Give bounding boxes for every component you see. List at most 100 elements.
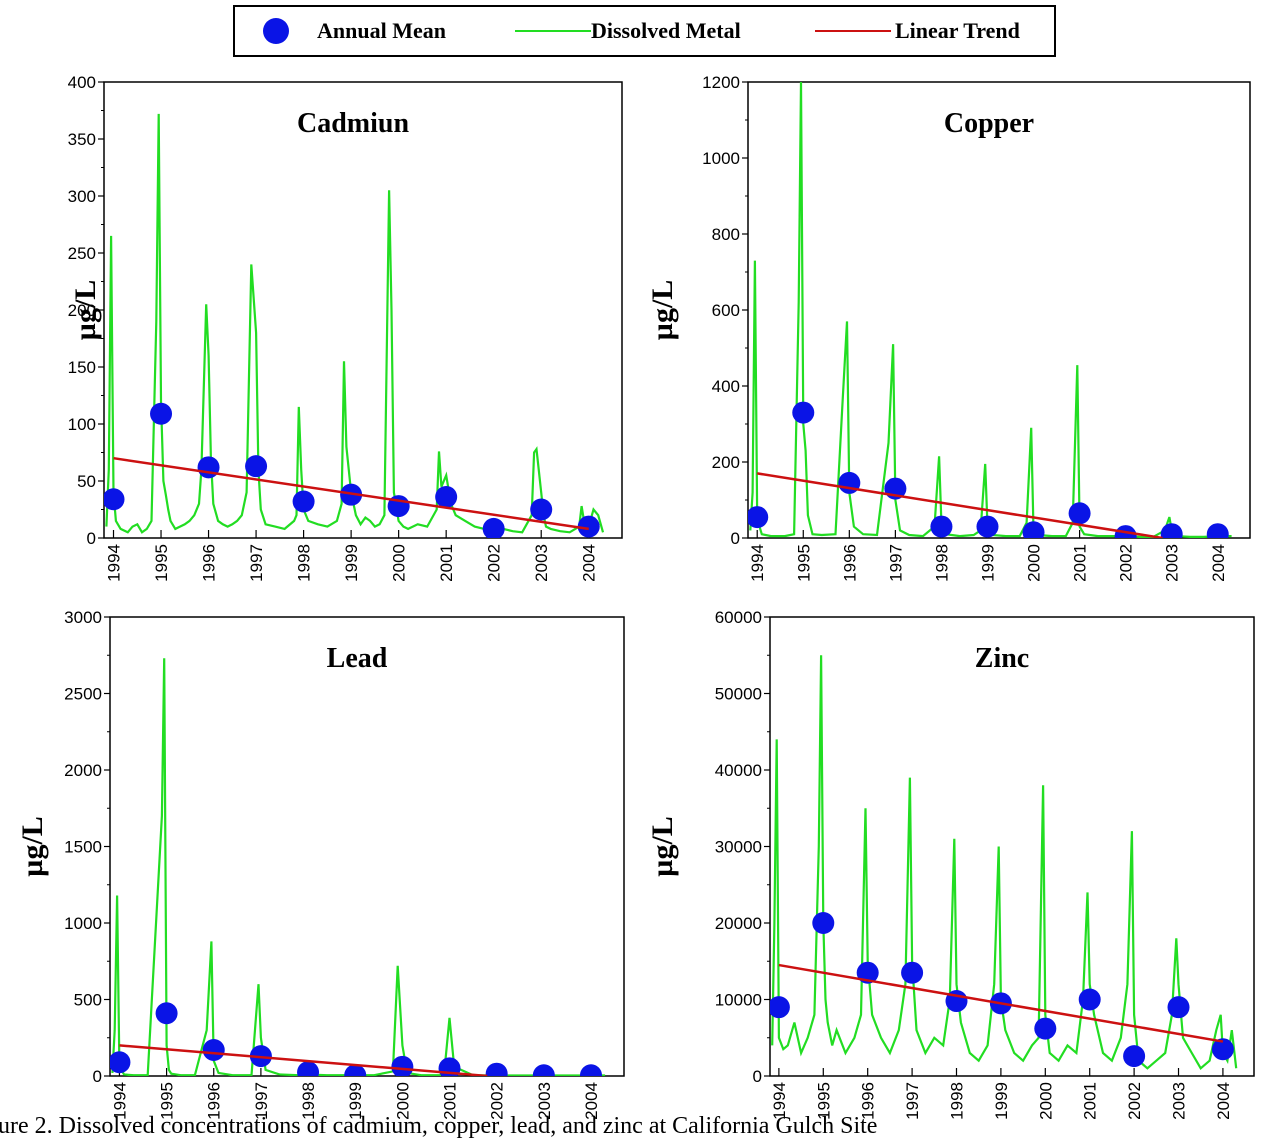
lead-x-tick-label: 1997 — [252, 1082, 271, 1120]
cadmium-x-tick-label: 2002 — [485, 544, 504, 582]
copper-annual-mean-point — [1206, 523, 1229, 538]
cadmium-x-tick-label: 2004 — [580, 544, 599, 582]
lead-dissolved-metal-series — [111, 658, 606, 1076]
legend: Annual Mean Dissolved Metal Linear Trend — [233, 5, 1056, 57]
cadmium-y-tick-label: 350 — [68, 130, 96, 149]
copper-x-tick-label: 2002 — [1117, 544, 1136, 582]
cadmium-x-tick-label: 1994 — [105, 544, 124, 582]
cadmium-dissolved-metal-series — [105, 113, 605, 534]
copper-y-tick-label: 0 — [731, 529, 740, 548]
zinc-x-tick-label: 2000 — [1036, 1082, 1055, 1120]
zinc-annual-mean-point — [1034, 1017, 1057, 1040]
copper-y-tick-label: 600 — [712, 301, 740, 320]
cadmium-plot-frame — [103, 81, 623, 539]
copper-annual-mean-point — [838, 471, 861, 494]
copper-plot-frame — [747, 81, 1251, 539]
zinc-title: Zinc — [975, 643, 1029, 674]
zinc-annual-mean-point — [1123, 1045, 1146, 1068]
legend-linear-trend: Linear Trend — [815, 7, 1020, 55]
legend-linear-trend-label: Linear Trend — [895, 18, 1020, 43]
zinc-y-tick-label: 20000 — [715, 914, 762, 933]
zinc-x-tick-label: 2003 — [1170, 1082, 1189, 1120]
copper-y-tick-label: 1000 — [702, 149, 740, 168]
copper-x-tick-label: 1996 — [840, 544, 859, 582]
lead-y-axis-label: µg/L — [16, 816, 49, 877]
lead-y-tick-label: 0 — [93, 1067, 102, 1086]
cadmium-y-tick-label: 300 — [68, 187, 96, 206]
lead-annual-mean-point — [202, 1038, 225, 1061]
lead-annual-mean-point — [579, 1064, 602, 1076]
zinc-x-tick-label: 2002 — [1125, 1082, 1144, 1120]
linear-trend-line-icon — [815, 30, 891, 32]
lead-x-tick-label: 2004 — [582, 1082, 601, 1120]
copper-x-tick-label: 1997 — [886, 544, 905, 582]
copper-annual-mean-point — [748, 506, 769, 529]
cadmium-annual-mean-point — [577, 515, 600, 538]
lead-x-tick-label: 2002 — [488, 1082, 507, 1120]
cadmium-y-axis-label: µg/L — [69, 280, 102, 341]
lead-annual-mean-point — [297, 1061, 320, 1076]
zinc-chart: 0 10000 20000 30000 40000 50000 60000 1994 1995 1… — [646, 608, 1255, 1120]
cadmium-x-tick-label: 2000 — [390, 544, 409, 582]
legend-annual-mean-label: Annual Mean — [317, 18, 446, 43]
cadmium-x-tick-label: 1995 — [152, 544, 171, 582]
cadmium-y-tick-label: 400 — [68, 73, 96, 92]
figure-caption: ure 2. Dissolved concentrations of cadmi… — [0, 1113, 878, 1139]
cadmium-y-tick-label: 200 — [68, 301, 96, 320]
copper-title: Copper — [944, 108, 1034, 139]
lead-x-tick-label: 1996 — [205, 1082, 224, 1120]
zinc-x-tick-label: 1997 — [903, 1082, 922, 1120]
cadmium-y-tick-label: 250 — [68, 244, 96, 263]
zinc-x-tick-label: 1995 — [814, 1082, 833, 1120]
lead-annual-mean-point — [155, 1002, 178, 1025]
lead-y-tick-label: 500 — [74, 991, 102, 1010]
cadmium-chart: 0 50 100 150 200 250 300 350 400 1994 1995 1996 1997… — [68, 73, 623, 582]
copper-annual-mean-point — [1022, 521, 1045, 538]
cadmium-x-tick-label: 1997 — [247, 544, 266, 582]
lead-plot-frame — [109, 616, 625, 1077]
lead-annual-mean-point — [391, 1055, 414, 1076]
lead-x-tick-label: 2000 — [393, 1082, 412, 1120]
zinc-y-tick-label: 60000 — [715, 608, 762, 627]
cadmium-annual-mean-point — [104, 488, 125, 511]
cadmium-y-tick-label: 50 — [77, 472, 96, 491]
cadmium-annual-mean-point — [530, 498, 553, 521]
copper-x-tick-label: 2000 — [1025, 544, 1044, 582]
copper-plot-area — [748, 81, 1232, 538]
zinc-x-tick-label: 1998 — [947, 1082, 966, 1120]
zinc-annual-mean-point — [1167, 996, 1190, 1019]
cadmium-title: Cadmiun — [297, 108, 409, 139]
lead-title: Lead — [327, 643, 388, 674]
zinc-plot-area — [770, 655, 1238, 1070]
cadmium-x-tick-label: 1996 — [200, 544, 219, 582]
copper-annual-mean-point — [1114, 525, 1137, 538]
lead-x-tick-label: 2001 — [441, 1082, 460, 1120]
cadmium-x-tick-label: 1999 — [342, 544, 361, 582]
annual-mean-marker-icon — [263, 18, 289, 44]
copper-y-tick-label: 400 — [712, 377, 740, 396]
copper-y-tick-label: 200 — [712, 453, 740, 472]
cadmium-x-tick-label: 2001 — [437, 544, 456, 582]
copper-annual-mean-point — [930, 515, 953, 538]
lead-chart: 0 500 1000 1500 2000 2500 3000 1994 1995 1996 1997… — [16, 608, 625, 1120]
lead-y-tick-label: 2500 — [64, 685, 102, 704]
copper-linear-trend-line — [757, 472, 1163, 538]
cadmium-x-tick-label: 2003 — [532, 544, 551, 582]
legend-dissolved-metal: Dissolved Metal — [515, 7, 741, 55]
zinc-x-tick-label: 1996 — [859, 1082, 878, 1120]
lead-x-tick-label: 2003 — [535, 1082, 554, 1120]
legend-dissolved-metal-label: Dissolved Metal — [591, 18, 741, 43]
cadmium-y-tick-label: 150 — [68, 358, 96, 377]
copper-y-axis-label: µg/L — [646, 280, 679, 341]
cadmium-annual-mean-point — [245, 455, 268, 478]
copper-chart: 0 200 400 600 800 1000 1200 1994 1995 1996 1997 199… — [646, 73, 1251, 582]
lead-plot-area — [110, 658, 606, 1076]
lead-annual-mean-point — [485, 1062, 508, 1076]
lead-y-tick-label: 1500 — [64, 838, 102, 857]
zinc-y-axis-label: µg/L — [646, 816, 679, 877]
cadmium-y-tick-label: 100 — [68, 415, 96, 434]
cadmium-annual-mean-point — [150, 402, 173, 425]
zinc-x-tick-label: 1999 — [992, 1082, 1011, 1120]
cadmium-annual-mean-point — [482, 517, 505, 538]
zinc-annual-mean-point — [1078, 988, 1101, 1011]
